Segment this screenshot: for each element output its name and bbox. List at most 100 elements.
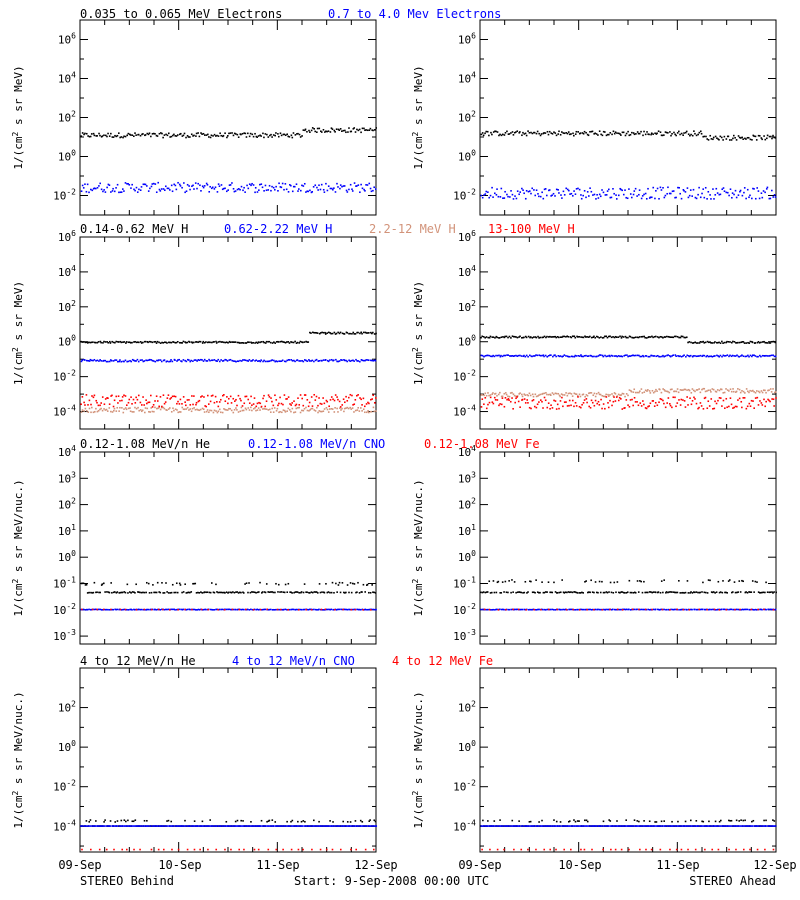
data-point (107, 341, 110, 344)
data-point (745, 342, 748, 344)
data-point (648, 405, 651, 407)
data-point (480, 608, 482, 611)
data-point (119, 399, 121, 402)
data-point (195, 132, 198, 135)
data-point (699, 402, 702, 404)
data-point (154, 340, 157, 343)
data-point (313, 819, 315, 822)
data-point (354, 399, 357, 401)
data-point (660, 820, 663, 823)
data-point (96, 608, 99, 611)
data-point (286, 609, 288, 611)
data-point (256, 191, 259, 193)
data-point (521, 393, 523, 396)
data-point (631, 398, 633, 401)
data-point (264, 342, 267, 344)
data-point (570, 608, 573, 611)
data-point (327, 331, 330, 334)
data-point (85, 394, 88, 396)
data-point (503, 392, 506, 395)
data-point (135, 134, 137, 136)
data-point (604, 825, 606, 827)
data-point (125, 820, 127, 823)
data-point (695, 355, 698, 358)
data-point (710, 355, 713, 358)
data-point (598, 193, 601, 196)
data-point (185, 408, 188, 410)
data-point (711, 355, 714, 358)
data-point (259, 402, 262, 405)
data-point (690, 392, 693, 394)
data-point (246, 608, 249, 611)
data-point (582, 592, 585, 594)
data-point (193, 407, 195, 409)
data-point (134, 402, 137, 404)
data-point (500, 403, 503, 406)
data-point (643, 335, 645, 338)
data-point (168, 825, 170, 827)
data-point (230, 409, 233, 412)
data-point (186, 341, 189, 344)
data-point (155, 825, 158, 827)
y-tick-label-base: 10 (458, 741, 471, 754)
data-point (624, 189, 626, 191)
data-point (150, 848, 153, 851)
data-point (706, 407, 709, 410)
data-point (245, 825, 248, 827)
data-point (331, 848, 334, 851)
data-point (333, 411, 336, 413)
data-point (671, 591, 673, 593)
data-point (551, 407, 554, 409)
data-point (203, 185, 206, 187)
data-point (647, 405, 649, 408)
data-point (747, 354, 749, 357)
data-point (621, 609, 624, 611)
data-point (108, 403, 111, 406)
data-point (368, 820, 371, 822)
data-point (718, 193, 721, 196)
data-point (88, 399, 91, 402)
data-point (637, 591, 640, 593)
data-point (630, 389, 632, 392)
data-point (531, 825, 534, 827)
data-point (104, 409, 107, 411)
data-point (585, 398, 588, 400)
y-tick-label: 10-2 (53, 369, 76, 384)
data-point (208, 411, 210, 414)
data-point (769, 388, 772, 390)
data-point (582, 402, 585, 404)
data-point (247, 187, 250, 190)
data-point (510, 825, 512, 827)
y-tick-label-exponent: 0 (71, 334, 76, 343)
data-point (166, 825, 169, 827)
data-point (604, 131, 606, 133)
data-point (591, 591, 594, 593)
data-point (240, 133, 242, 136)
data-point (251, 825, 254, 827)
data-point (279, 396, 281, 399)
data-point (140, 591, 143, 594)
y-tick-label-base: 10 (458, 336, 471, 349)
data-point (202, 825, 205, 827)
y-tick-label: 10-2 (53, 188, 76, 203)
data-point (608, 354, 611, 357)
data-point (362, 359, 365, 362)
data-point (158, 132, 161, 135)
data-point (515, 591, 517, 594)
data-point (302, 591, 305, 594)
data-point (182, 359, 185, 361)
data-point (241, 132, 244, 135)
data-point (620, 355, 623, 357)
data-point (99, 825, 101, 827)
data-point (300, 820, 303, 823)
data-point (278, 608, 280, 611)
data-point (253, 825, 256, 827)
data-point (342, 608, 344, 611)
data-point (517, 608, 520, 611)
data-point (174, 135, 177, 137)
data-point (253, 591, 256, 594)
data-point (214, 395, 217, 398)
data-point (641, 591, 644, 594)
data-point (654, 197, 656, 200)
data-point (372, 331, 374, 334)
